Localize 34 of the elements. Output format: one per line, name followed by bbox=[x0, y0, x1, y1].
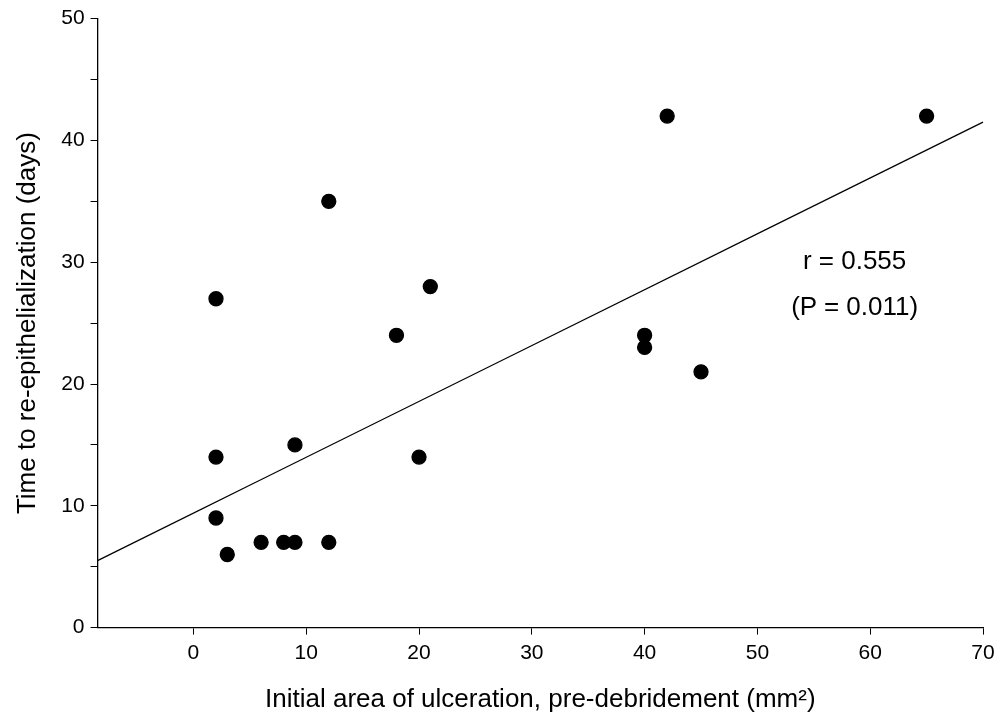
y-tick-label: 0 bbox=[72, 614, 85, 638]
y-axis-title: Time to re-epithelialization (days) bbox=[10, 132, 41, 515]
x-tick-label: 50 bbox=[745, 640, 770, 663]
y-tick-label: 10 bbox=[61, 492, 85, 516]
x-tick-label: 40 bbox=[632, 640, 657, 663]
point bbox=[208, 449, 224, 465]
y-tick-label: 40 bbox=[61, 127, 85, 151]
annotation: r = 0.555 bbox=[802, 245, 907, 276]
point bbox=[411, 449, 427, 465]
point bbox=[321, 193, 337, 209]
annotation: (P = 0.011) bbox=[791, 291, 919, 322]
point bbox=[219, 546, 235, 563]
x-tick-label: 20 bbox=[407, 640, 431, 663]
point bbox=[422, 278, 438, 295]
y-tick-label: 50 bbox=[61, 5, 85, 29]
y-tick-label: 30 bbox=[61, 249, 85, 272]
x-tick-label: 70 bbox=[971, 640, 995, 663]
x-tick-label: 60 bbox=[858, 640, 882, 663]
point bbox=[636, 339, 653, 356]
point bbox=[253, 534, 269, 550]
point bbox=[693, 364, 709, 380]
point bbox=[659, 108, 675, 124]
point bbox=[287, 437, 303, 453]
y-tick-label: 20 bbox=[61, 370, 85, 394]
x-tick-label: 30 bbox=[520, 640, 544, 663]
point bbox=[388, 327, 405, 343]
point bbox=[208, 510, 224, 526]
point bbox=[287, 534, 303, 550]
x-axis-title: Initial area of ulceration, pre-debridement (mm²) bbox=[265, 682, 816, 713]
x-tick-label: 10 bbox=[294, 640, 318, 663]
point bbox=[208, 291, 224, 307]
point bbox=[918, 108, 935, 124]
x-tick-label: 0 bbox=[187, 640, 200, 663]
point bbox=[321, 534, 337, 550]
